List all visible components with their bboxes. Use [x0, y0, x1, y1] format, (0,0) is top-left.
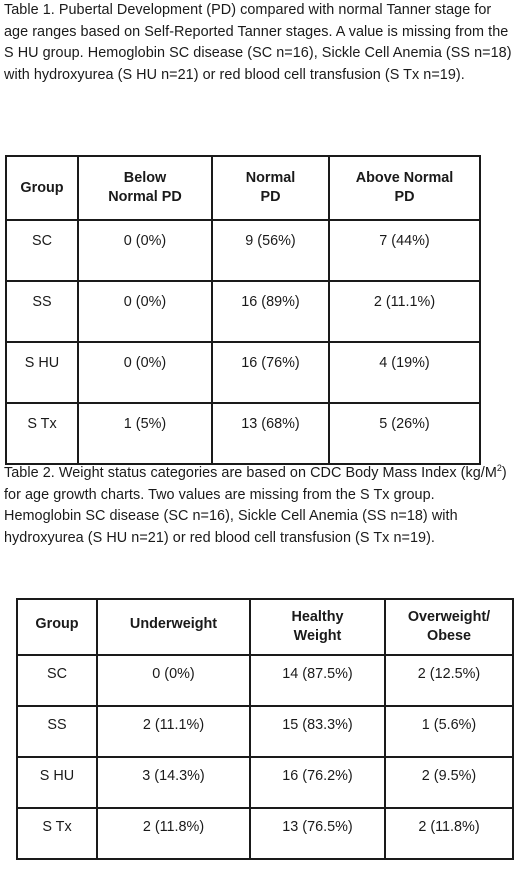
table-cell: 2 (11.1%)	[96, 705, 251, 758]
table2-header-row: Group Underweight Healthy Weight Overweig…	[16, 598, 514, 656]
table1-header-normal: Normal PD	[211, 155, 330, 221]
table-cell: 9 (56%)	[211, 219, 330, 282]
table-cell: 1 (5.6%)	[384, 705, 514, 758]
table-cell: 7 (44%)	[328, 219, 481, 282]
table-cell: 2 (11.8%)	[96, 807, 251, 860]
table-cell: 16 (89%)	[211, 280, 330, 343]
table1-pubertal-development: Group Below Normal PD Normal PD Above Norm…	[5, 155, 481, 465]
table-row: SC 0 (0%) 9 (56%) 7 (44%)	[5, 219, 481, 282]
table-cell: 13 (68%)	[211, 402, 330, 465]
table2-weight-status: Group Underweight Healthy Weight Overweig…	[16, 598, 514, 860]
table-row: SS 2 (11.1%) 15 (83.3%) 1 (5.6%)	[16, 705, 514, 758]
table-row: S Tx 2 (11.8%) 13 (76.5%) 2 (11.8%)	[16, 807, 514, 860]
table-cell: SS	[5, 280, 79, 343]
table-cell: 2 (11.1%)	[328, 280, 481, 343]
table2-header-group: Group	[16, 598, 98, 656]
table-row: S HU 3 (14.3%) 16 (76.2%) 2 (9.5%)	[16, 756, 514, 809]
table-cell: 16 (76.2%)	[249, 756, 386, 809]
table-cell: 0 (0%)	[77, 219, 213, 282]
table-cell: 0 (0%)	[77, 280, 213, 343]
table-cell: 2 (12.5%)	[384, 654, 514, 707]
table2-header-healthy-weight: Healthy Weight	[249, 598, 386, 656]
table-cell: 14 (87.5%)	[249, 654, 386, 707]
table1-header-row: Group Below Normal PD Normal PD Above Norm…	[5, 155, 481, 221]
table1-header-below-normal: Below Normal PD	[77, 155, 213, 221]
table-cell: 0 (0%)	[96, 654, 251, 707]
table-row: SS 0 (0%) 16 (89%) 2 (11.1%)	[5, 280, 481, 343]
table1-caption: Table 1. Pubertal Development (PD) compa…	[4, 2, 512, 83]
table-cell: 15 (83.3%)	[249, 705, 386, 758]
table-cell: 4 (19%)	[328, 341, 481, 404]
table-cell: 0 (0%)	[77, 341, 213, 404]
table-cell: 13 (76.5%)	[249, 807, 386, 860]
table-cell: S Tx	[16, 807, 98, 860]
table-row: S HU 0 (0%) 16 (76%) 4 (19%)	[5, 341, 481, 404]
table-cell: SC	[16, 654, 98, 707]
table-cell: 5 (26%)	[328, 402, 481, 465]
table-cell: SS	[16, 705, 98, 758]
table-cell: SC	[5, 219, 79, 282]
table-cell: 2 (11.8%)	[384, 807, 514, 860]
table-cell: 3 (14.3%)	[96, 756, 251, 809]
table-cell: S Tx	[5, 402, 79, 465]
table-cell: 1 (5%)	[77, 402, 213, 465]
table2-header-overweight-obese: Overweight/Obese	[384, 598, 514, 656]
table-row: SC 0 (0%) 14 (87.5%) 2 (12.5%)	[16, 654, 514, 707]
table-cell: S HU	[16, 756, 98, 809]
table2-header-underweight: Underweight	[96, 598, 251, 656]
table1-header-above-normal: Above Normal PD	[328, 155, 481, 221]
table1-header-group: Group	[5, 155, 79, 221]
table-cell: S HU	[5, 341, 79, 404]
table-row: S Tx 1 (5%) 13 (68%) 5 (26%)	[5, 402, 481, 465]
table-cell: 16 (76%)	[211, 341, 330, 404]
table-cell: 2 (9.5%)	[384, 756, 514, 809]
table2-caption: Table 2. Weight status categories are ba…	[4, 463, 507, 546]
